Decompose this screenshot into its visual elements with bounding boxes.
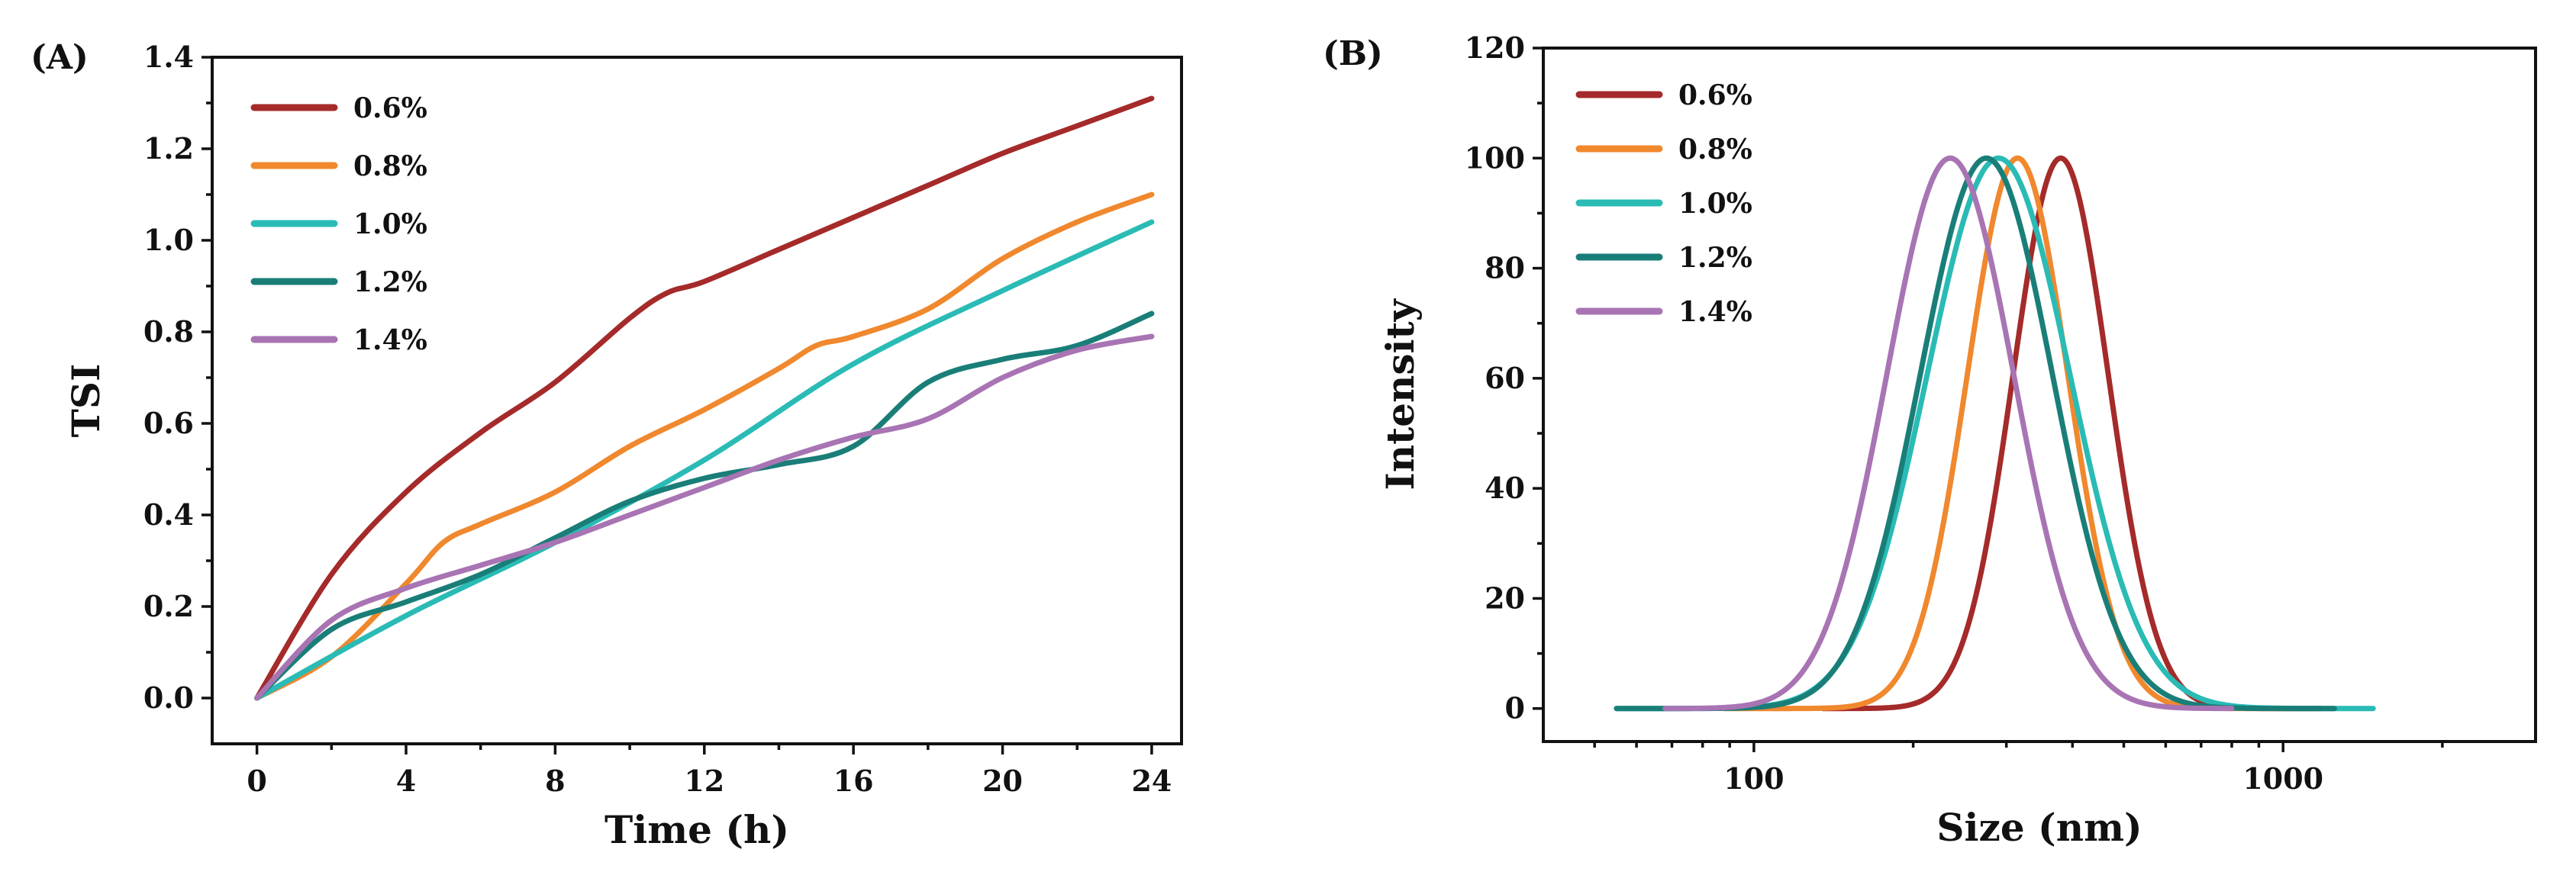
series-line-1-4pct [254,333,1155,701]
plot-frame [211,56,1183,745]
y-tick-label: 0.6 [143,406,194,440]
legend-label: 1.2% [1678,242,1752,274]
y-tick-label: 0.2 [143,589,194,623]
legend-label: 1.4% [1678,296,1752,328]
series-line-1-0pct [254,219,1155,701]
x-tick-label: 100 [1723,761,1784,796]
series-line-1-4pct [1662,155,2235,712]
y-tick-label: 0.0 [143,680,194,715]
y-tick-label: 1.4 [143,40,194,74]
series-line-1-2pct [1614,155,2337,712]
y-tick-label: 0 [1505,691,1525,726]
y-tick-label: 0.4 [143,497,194,532]
legend-label: 0.6% [353,92,427,124]
panel-label: (A) [31,38,89,77]
legend-label: 0.8% [353,150,427,182]
series-line-0-8pct [254,191,1155,701]
y-axis-title: Intensity [1378,298,1423,490]
series-line-0-8pct [1721,155,2312,712]
series-line-1-2pct [254,310,1155,701]
y-tick-label: 40 [1485,471,1525,505]
legend-label: 1.2% [353,266,427,298]
x-tick-label: 24 [1131,764,1172,798]
x-tick-label: 4 [396,764,416,798]
y-tick-label: 20 [1485,581,1525,615]
y-tick-label: 1.0 [143,223,194,257]
legend-label: 1.4% [353,324,427,356]
x-tick-label: 12 [684,764,724,798]
y-tick-label: 0.8 [143,314,194,349]
x-tick-label: 20 [982,764,1023,798]
x-tick-label: 16 [833,764,874,798]
y-tick-label: 100 [1465,140,1525,175]
x-tick-label: 8 [545,764,565,798]
panel-a-tsi-chart: (A) 0.0 0.2 0.4 0.6 0.8 1.0 1.2 1.4 0 4 8 12 16 20 24 Ti… [31,38,1183,852]
legend-label: 0.8% [1678,134,1752,166]
plot-frame [1542,47,2537,743]
series-line-0-6pct [254,95,1155,701]
y-axis-title: TSI [63,364,108,438]
x-tick-label: 0 [247,764,266,798]
panel-label: (B) [1323,34,1383,73]
x-axis-title: Time (h) [605,807,789,852]
legend-label: 0.6% [1678,79,1752,111]
legend-label: 1.0% [353,208,427,240]
y-tick-label: 1.2 [143,131,194,166]
legend-label: 1.0% [1678,188,1752,220]
y-tick-label: 80 [1485,251,1525,285]
series-line-1-0pct [1614,155,2376,712]
x-tick-label: 1000 [2242,761,2323,796]
panel-b-size-distribution-chart: (B) 0 20 40 60 80 100 120 100 1000 Size (nm) Intens… [1323,31,2537,850]
x-axis-title: Size (nm) [1936,805,2142,850]
y-tick-label: 60 [1485,361,1525,395]
y-tick-label: 120 [1465,31,1525,65]
